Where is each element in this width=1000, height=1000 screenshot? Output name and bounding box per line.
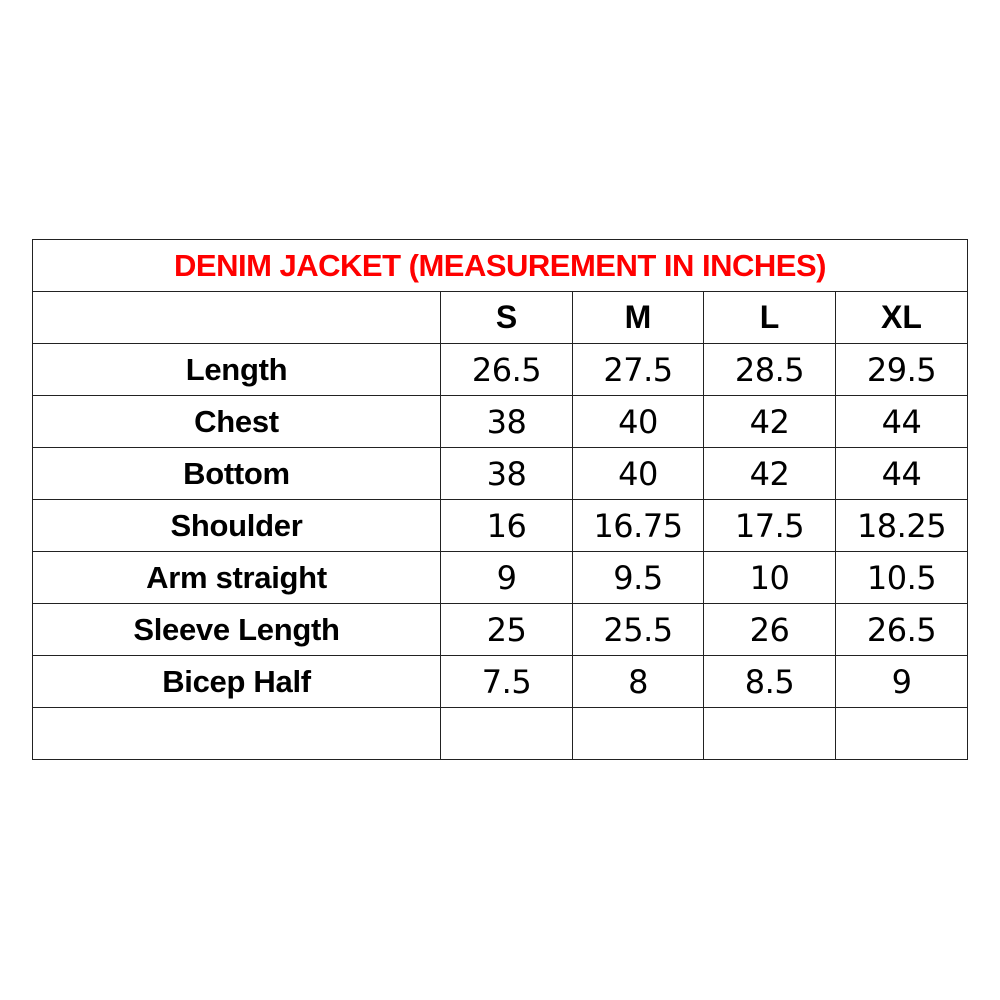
table-row: Chest 38 40 42 44 (32, 395, 968, 448)
size-chart-table: DENIM JACKET (MEASUREMENT IN INCHES) S M… (32, 239, 968, 760)
measurement-value: 26.5 (835, 603, 968, 656)
measurement-value: 10 (703, 551, 836, 604)
measurement-value: 7.5 (440, 655, 573, 708)
measurement-value (572, 707, 704, 760)
measurement-value: 40 (572, 447, 704, 500)
measurement-value: 25.5 (572, 603, 704, 656)
measurement-value: 29.5 (835, 343, 968, 396)
measurement-value: 9 (835, 655, 968, 708)
table-row: Sleeve Length 25 25.5 26 26.5 (32, 603, 968, 656)
table-row (32, 707, 968, 760)
table-row: Length 26.5 27.5 28.5 29.5 (32, 343, 968, 396)
measurement-value (835, 707, 968, 760)
title-row: DENIM JACKET (MEASUREMENT IN INCHES) (32, 239, 968, 292)
measurement-label: Length (32, 343, 441, 396)
table-row: Shoulder 16 16.75 17.5 18.25 (32, 499, 968, 552)
measurement-value: 38 (440, 447, 573, 500)
header-size-xl: XL (835, 291, 968, 344)
measurement-value: 28.5 (703, 343, 836, 396)
measurement-value: 17.5 (703, 499, 836, 552)
table-row: Bicep Half 7.5 8 8.5 9 (32, 655, 968, 708)
measurement-value: 42 (703, 395, 836, 448)
table-row: Bottom 38 40 42 44 (32, 447, 968, 500)
measurement-value: 27.5 (572, 343, 704, 396)
table-title: DENIM JACKET (MEASUREMENT IN INCHES) (32, 239, 968, 292)
measurement-label: Chest (32, 395, 441, 448)
header-size-m: M (572, 291, 704, 344)
measurement-value: 16.75 (572, 499, 704, 552)
measurement-value: 8.5 (703, 655, 836, 708)
measurement-value: 10.5 (835, 551, 968, 604)
measurement-value (440, 707, 573, 760)
measurement-label: Sleeve Length (32, 603, 441, 656)
measurement-value (703, 707, 836, 760)
measurement-value: 25 (440, 603, 573, 656)
measurement-value: 44 (835, 447, 968, 500)
measurement-value: 16 (440, 499, 573, 552)
header-size-s: S (440, 291, 573, 344)
measurement-value: 9.5 (572, 551, 704, 604)
header-blank-cell (32, 291, 441, 344)
measurement-value: 18.25 (835, 499, 968, 552)
measurement-label: Shoulder (32, 499, 441, 552)
measurement-value: 38 (440, 395, 573, 448)
header-row: S M L XL (32, 291, 968, 344)
measurement-value: 26.5 (440, 343, 573, 396)
measurement-value: 42 (703, 447, 836, 500)
measurement-value: 8 (572, 655, 704, 708)
table-row: Arm straight 9 9.5 10 10.5 (32, 551, 968, 604)
measurement-value: 9 (440, 551, 573, 604)
measurement-label: Arm straight (32, 551, 441, 604)
header-size-l: L (703, 291, 836, 344)
measurement-value: 26 (703, 603, 836, 656)
measurement-label: Bottom (32, 447, 441, 500)
measurement-value: 40 (572, 395, 704, 448)
measurement-label: Bicep Half (32, 655, 441, 708)
measurement-value: 44 (835, 395, 968, 448)
measurement-label (32, 707, 441, 760)
